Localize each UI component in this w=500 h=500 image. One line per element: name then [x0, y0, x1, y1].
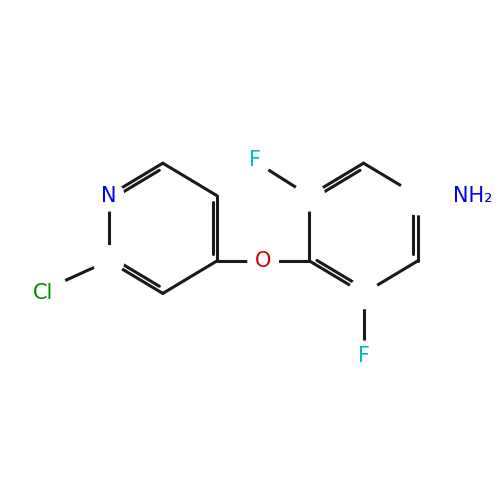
Circle shape [246, 151, 270, 175]
Text: N: N [101, 186, 116, 206]
Circle shape [32, 270, 66, 306]
Circle shape [248, 246, 278, 276]
Text: F: F [358, 346, 370, 366]
Circle shape [94, 180, 124, 211]
Circle shape [428, 174, 472, 218]
Text: Cl: Cl [33, 284, 54, 304]
Circle shape [294, 180, 324, 211]
Circle shape [399, 176, 437, 214]
Text: NH₂: NH₂ [453, 186, 492, 206]
Circle shape [348, 278, 379, 308]
Text: F: F [249, 150, 261, 171]
Text: O: O [255, 251, 272, 271]
Circle shape [352, 341, 376, 365]
Circle shape [94, 246, 124, 276]
